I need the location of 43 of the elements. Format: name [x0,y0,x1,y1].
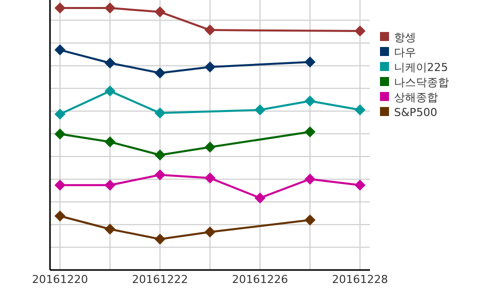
legend-label: 항셍 [394,31,416,44]
point [154,6,166,18]
point [154,108,166,119]
legend-label: S&P500 [394,106,438,119]
x-tick-label: 20161222 [132,273,188,286]
point [104,86,116,97]
point [354,26,366,37]
point [154,67,166,78]
point [54,108,66,120]
x-tick-label: 20161228 [332,273,388,286]
point [54,2,66,14]
point [204,172,216,184]
point [354,104,366,116]
point [54,180,66,191]
point [254,192,266,204]
point [154,169,166,180]
point [304,214,316,226]
point [154,149,166,160]
point [104,224,116,235]
point [254,104,266,116]
point [304,126,316,138]
point [204,24,216,36]
point [204,142,216,153]
point [104,136,116,148]
point [204,61,216,72]
point [54,44,66,56]
legend-label: 다우 [394,46,416,59]
point [54,128,66,140]
point [304,174,316,185]
legend-label: 나스닥종합 [394,76,449,89]
point [104,180,116,191]
point [104,2,116,14]
point [304,56,316,68]
point [354,180,366,191]
point [304,96,316,107]
point [54,210,66,222]
point [204,226,216,238]
x-tick-label: 20161220 [32,273,88,286]
point [154,234,166,245]
legend-label: 니케이225 [394,61,448,74]
x-tick-label: 20161226 [232,273,288,286]
point [104,58,116,69]
legend-label: 상해종합 [394,91,438,104]
